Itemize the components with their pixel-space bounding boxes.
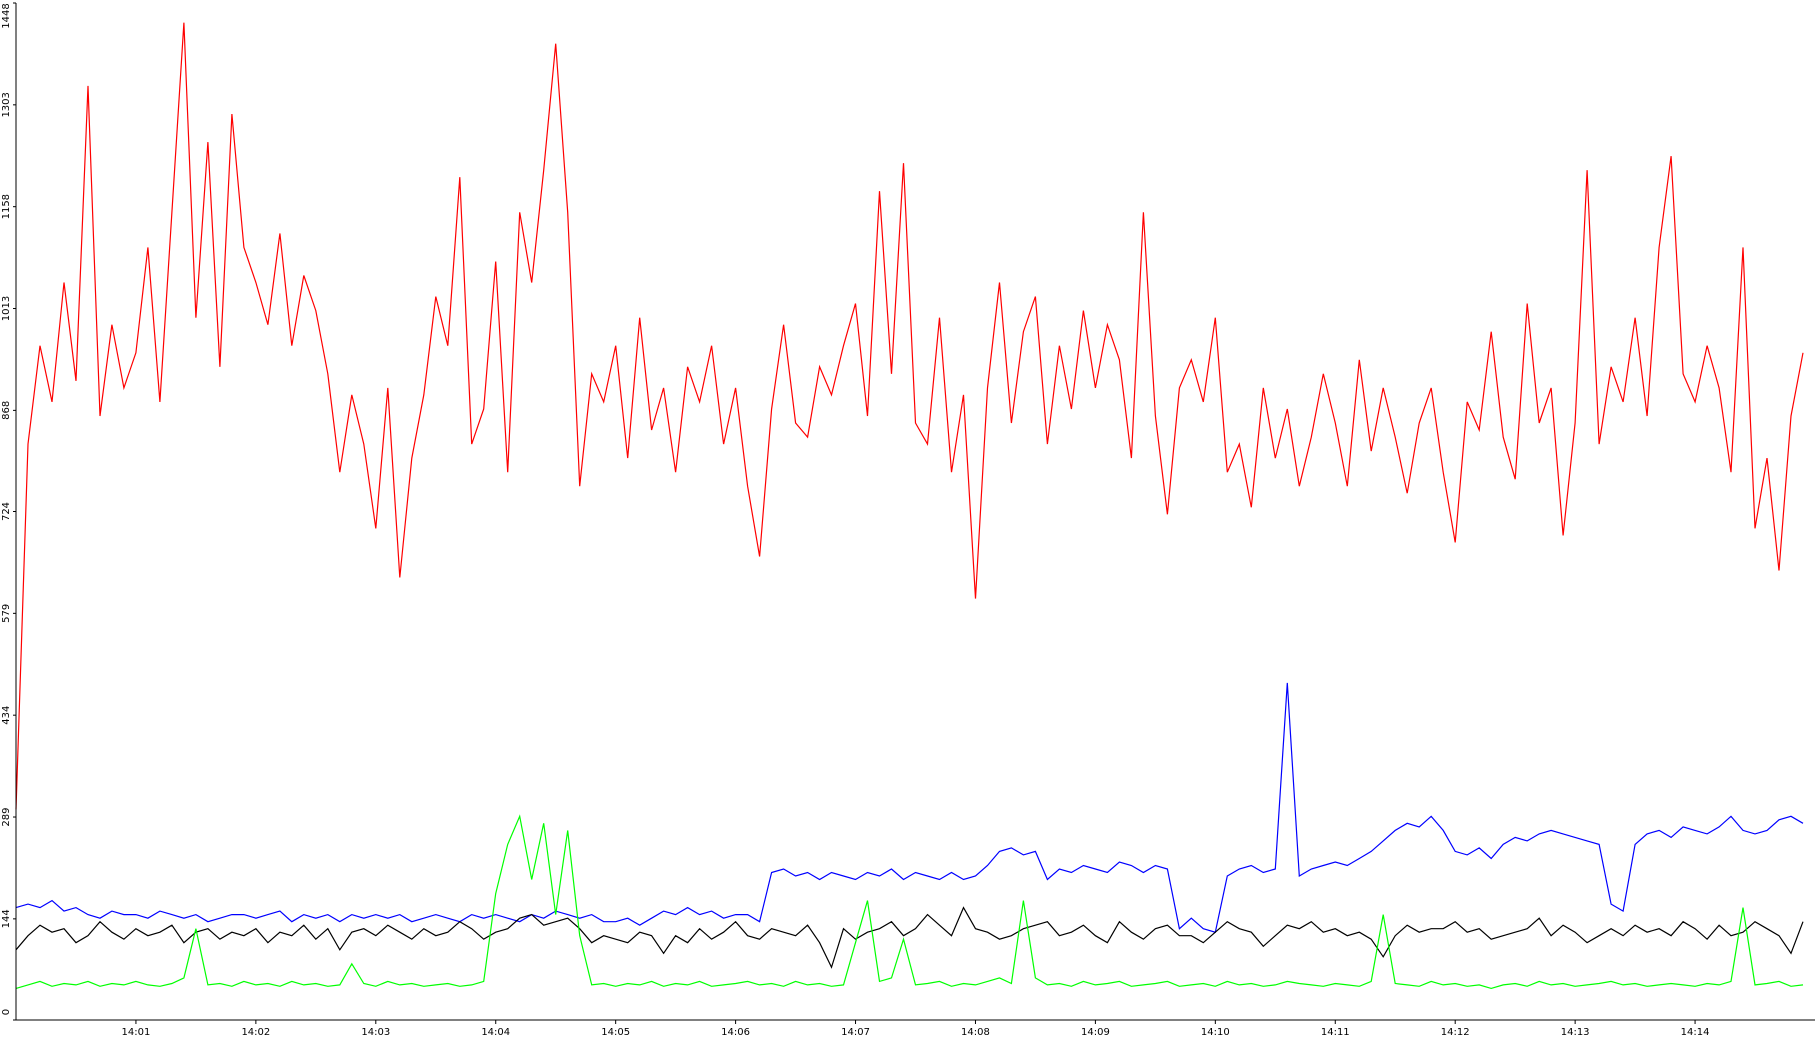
x-tick-label: 14:11 — [1321, 1027, 1350, 1038]
x-tick-label: 14:14 — [1681, 1027, 1710, 1038]
line-series — [15, 22, 1804, 810]
line-series — [15, 682, 1804, 933]
y-tick-label: 724 — [1, 502, 12, 521]
x-tick-label: 14:07 — [841, 1027, 870, 1038]
x-tick-label: 14:02 — [241, 1027, 270, 1038]
y-tick-label: 434 — [1, 706, 12, 725]
x-tick-label: 14:04 — [481, 1027, 510, 1038]
x-tick-label: 14:10 — [1201, 1027, 1230, 1038]
y-tick-label: 1013 — [1, 296, 12, 321]
y-tick-label: 1303 — [1, 92, 12, 117]
y-tick-label: 144 — [1, 909, 12, 928]
y-tick-label: 1158 — [1, 194, 12, 219]
x-tick-label: 14:08 — [961, 1027, 990, 1038]
x-tick-label: 14:01 — [122, 1027, 151, 1038]
line-series — [15, 814, 1804, 990]
y-tick-label: 289 — [1, 807, 12, 826]
line-series — [15, 906, 1804, 969]
x-tick-label: 14:09 — [1081, 1027, 1110, 1038]
y-tick-label: 579 — [1, 604, 12, 623]
x-tick-label: 14:05 — [601, 1027, 630, 1038]
x-tick-label: 14:03 — [361, 1027, 390, 1038]
x-tick-label: 14:06 — [721, 1027, 750, 1038]
y-tick-label: 868 — [1, 401, 12, 420]
x-tick-label: 14:12 — [1441, 1027, 1470, 1038]
x-tick-label: 14:13 — [1561, 1027, 1590, 1038]
y-tick-label: 1448 — [1, 3, 12, 28]
y-tick-label: 0 — [1, 1009, 12, 1015]
